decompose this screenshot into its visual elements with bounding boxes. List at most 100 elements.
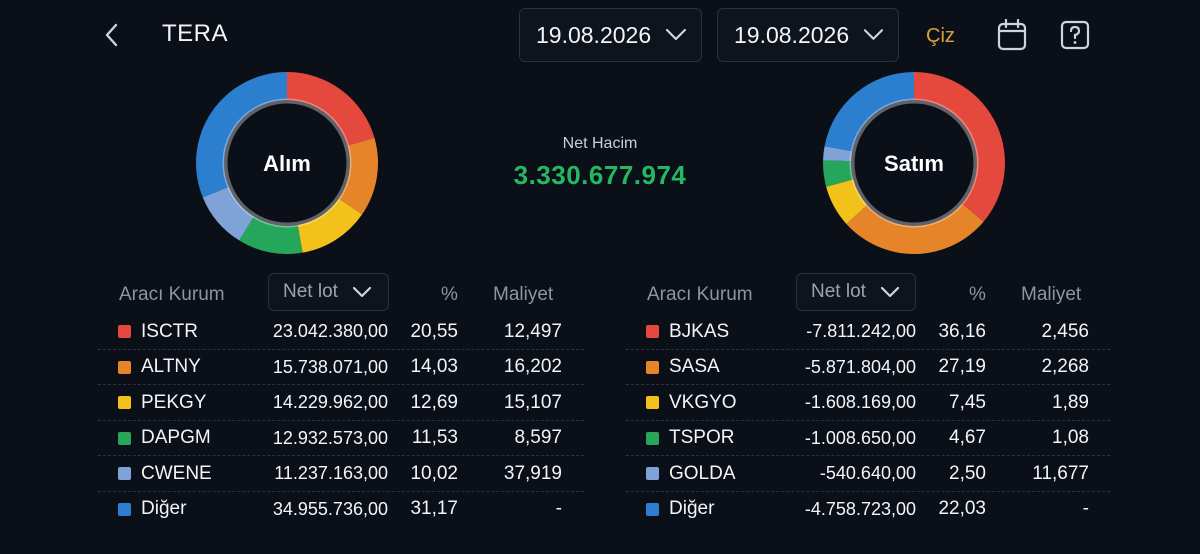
sell-broker-name: TSPOR: [669, 427, 735, 448]
sell-row-divider: [626, 490, 1110, 492]
buy-col-broker: Aracı Kurum: [119, 284, 225, 305]
sell-net-lot: -1.008.650,00: [804, 427, 916, 448]
buy-cost: -: [555, 498, 562, 519]
sell-broker-name: VKGYO: [669, 391, 737, 413]
buy-donut-chart: [196, 72, 378, 254]
start-date-select[interactable]: 19.08.2026: [519, 8, 702, 62]
buy-inner-ring: [222, 98, 352, 228]
buy-chart-label: Alım: [263, 151, 311, 176]
buy-net-lot: 12.932.573,00: [272, 427, 388, 448]
sell-row-divider: [626, 455, 1110, 456]
buy-pct: 31,17: [410, 498, 458, 519]
buy-net-lot: 14.229.962,00: [272, 392, 388, 412]
sell-slice-1: [846, 203, 984, 254]
buy-pct: 20,55: [410, 320, 458, 342]
buy-broker-name: Diğer: [141, 498, 187, 519]
buy-pct: 10,02: [410, 462, 458, 484]
buy-cost: 16,202: [503, 356, 562, 377]
sell-cost: 1,89: [1052, 391, 1089, 413]
sell-slice-5: [824, 72, 914, 152]
buy-net-lot-select-value: Net lot: [283, 281, 338, 302]
sell-net-lot-select[interactable]: Net lot: [796, 273, 916, 311]
sell-table-row[interactable]: VKGYO -1.608.169,00 7,45 1,89: [626, 385, 1089, 420]
buy-slice-2: [297, 198, 362, 253]
buy-legend-swatch: [118, 467, 131, 480]
buy-table-row[interactable]: Diğer 34.955.736,00 31,17 -: [98, 492, 562, 527]
buy-table-row[interactable]: CWENE 11.237.163,00 10,02 37,919: [98, 456, 562, 491]
sell-slice-0: [914, 72, 1005, 222]
sell-cost: 11,677: [1032, 462, 1089, 484]
buy-broker-name: DAPGM: [141, 427, 211, 448]
net-volume-label: Net Hacim: [562, 135, 638, 152]
sell-slice-3: [823, 160, 854, 187]
sell-legend-swatch: [646, 360, 659, 374]
sell-cost: 1,08: [1052, 427, 1089, 448]
calendar-icon: [997, 18, 1027, 51]
buy-cost: 8,597: [514, 427, 562, 448]
chevron-down-icon: [666, 28, 687, 41]
buy-broker-name: CWENE: [141, 462, 212, 484]
end-date-select[interactable]: 19.08.2026: [717, 8, 899, 62]
sell-legend-swatch: [646, 502, 659, 516]
page-title: TERA: [162, 20, 229, 47]
calendar-button[interactable]: [996, 18, 1028, 52]
sell-pct: 27,19: [938, 356, 986, 377]
buy-pct: 14,03: [410, 356, 458, 377]
sell-net-lot: -1.608.169,00: [804, 392, 916, 412]
buy-hole: [229, 105, 345, 221]
buy-legend-swatch: [118, 431, 131, 445]
buy-table-row[interactable]: ALTNY 15.738.071,00 14,03 16,202: [98, 350, 562, 385]
sell-legend-swatch: [646, 396, 659, 409]
help-button[interactable]: [1060, 20, 1090, 50]
buy-cost: 15,107: [503, 391, 562, 413]
sell-net-lot: -7.811.242,00: [806, 321, 916, 341]
sell-broker-name: SASA: [669, 356, 720, 377]
draw-button[interactable]: Çiz: [926, 25, 955, 47]
buy-table-row[interactable]: DAPGM 12.932.573,00 11,53 8,597: [98, 421, 562, 456]
buy-row-divider: [98, 348, 584, 350]
buy-net-lot: 11.237.163,00: [274, 463, 388, 483]
start-date-value: 19.08.2026: [536, 21, 652, 48]
sell-table-row[interactable]: SASA -5.871.804,00 27,19 2,268: [626, 350, 1089, 385]
sell-table-row[interactable]: GOLDA -540.640,00 2,50 11,677: [626, 456, 1089, 491]
buy-row-divider: [98, 384, 584, 385]
sell-cost: 2,268: [1041, 356, 1089, 377]
end-date-value: 19.08.2026: [734, 21, 850, 48]
sell-table-row[interactable]: BJKAS -7.811.242,00 36,16 2,456: [626, 314, 1089, 349]
buy-legend-swatch: [118, 396, 131, 409]
help-icon: [1060, 20, 1090, 50]
buy-slice-5: [196, 72, 287, 198]
back-button[interactable]: [100, 20, 126, 50]
sell-table-row[interactable]: TSPOR -1.008.650,00 4,67 1,08: [626, 421, 1089, 456]
buy-net-lot: 23.042.380,00: [272, 321, 388, 341]
sell-pct: 36,16: [938, 320, 986, 342]
buy-table-row[interactable]: ISCTR 23.042.380,00 20,55 12,497: [98, 314, 562, 349]
sell-legend-swatch: [646, 431, 659, 445]
buy-legend-swatch: [118, 325, 131, 338]
buy-slice-4: [202, 186, 254, 241]
sell-table-row[interactable]: Diğer -4.758.723,00 22,03 -: [626, 492, 1089, 527]
buy-broker-name: ISCTR: [141, 320, 198, 342]
buy-net-lot-select[interactable]: Net lot: [268, 273, 389, 311]
sell-net-lot: -4.758.723,00: [804, 498, 916, 519]
sell-pct: 2,50: [949, 462, 986, 484]
buy-slice-3: [239, 216, 303, 254]
buy-slice-1: [338, 137, 378, 215]
buy-pct: 12,69: [410, 391, 458, 413]
buy-col-pct: %: [441, 284, 458, 305]
sell-cost: 2,456: [1041, 320, 1089, 342]
buy-legend-swatch: [118, 360, 131, 374]
sell-net-lot-select-value: Net lot: [811, 281, 866, 302]
sell-col-cost: Maliyet: [1021, 284, 1082, 305]
sell-slice-4: [823, 146, 853, 162]
buy-legend-swatch: [118, 502, 131, 516]
buy-table-row[interactable]: PEKGY 14.229.962,00 12,69 15,107: [98, 385, 562, 420]
sell-net-lot: -5.871.804,00: [804, 356, 916, 377]
sell-pct: 22,03: [938, 498, 986, 519]
sell-broker-name: GOLDA: [669, 462, 736, 484]
buy-net-lot: 15.738.071,00: [272, 356, 388, 377]
sell-legend-swatch: [646, 467, 659, 480]
sell-broker-name: Diğer: [669, 498, 715, 519]
sell-hole: [856, 105, 972, 221]
buy-col-cost: Maliyet: [493, 284, 554, 305]
